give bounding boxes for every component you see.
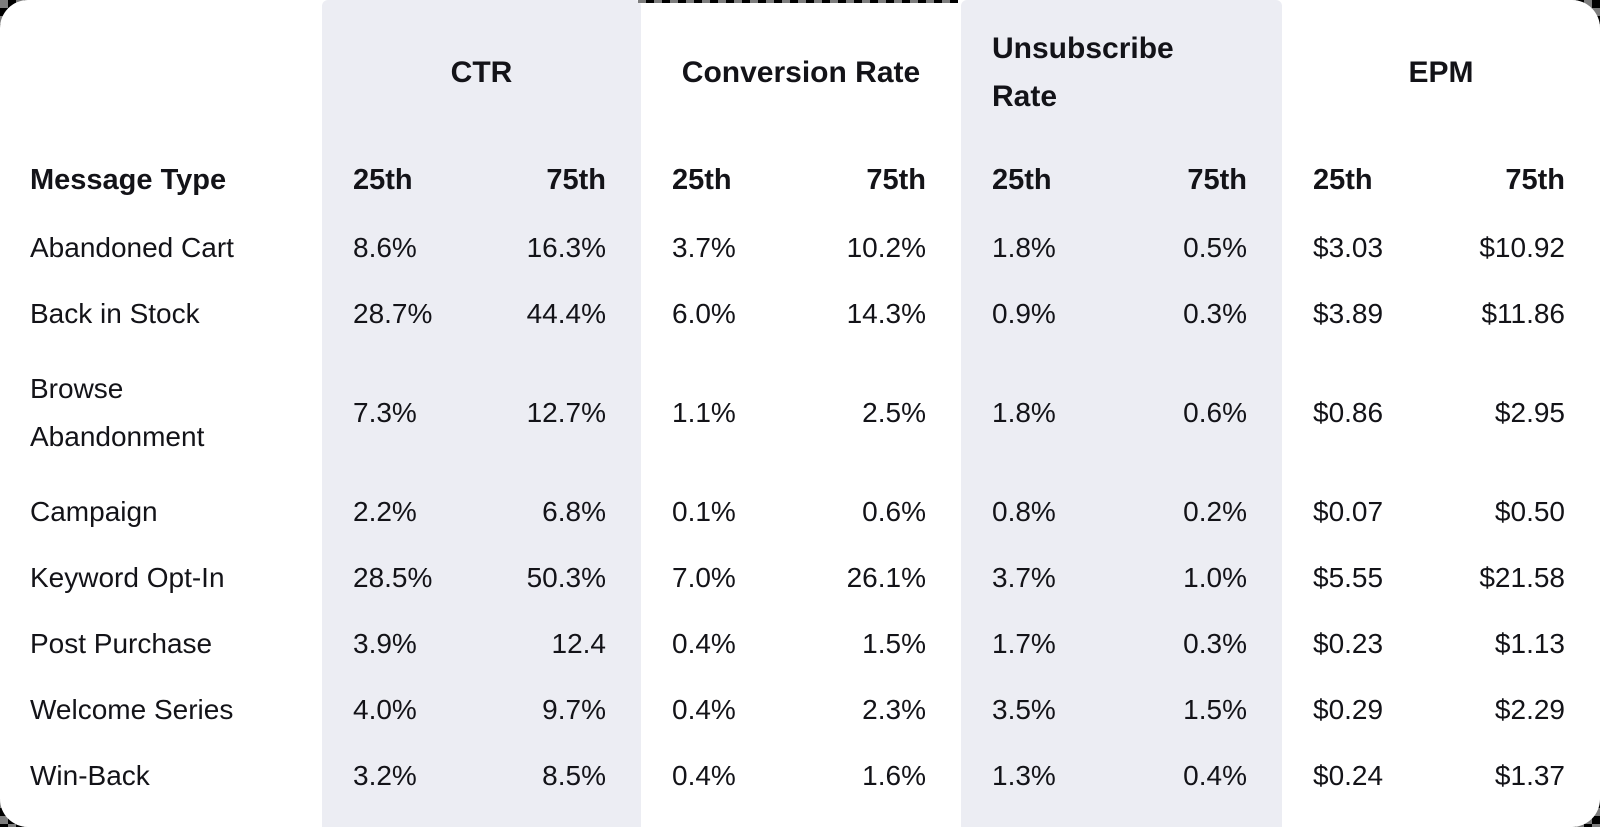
unsubscribe-25th-value: 1.8%	[992, 397, 1056, 428]
row-label: Win-Back	[30, 760, 150, 791]
conversion-75th-value: 1.6%	[862, 760, 926, 791]
col-header-epm-25th: 25th	[1313, 164, 1373, 196]
column-group-header-conversion-rate: Conversion Rate	[681, 55, 921, 89]
ctr-25th-value: 28.5%	[353, 562, 433, 593]
unsubscribe-25th-value: 1.3%	[992, 760, 1056, 791]
ctr-25th-value: 8.6%	[353, 232, 417, 263]
unsubscribe-25th-value: 3.7%	[992, 562, 1056, 593]
epm-25th-value: $0.23	[1313, 628, 1384, 659]
conversion-75th-value: 0.6%	[862, 496, 926, 527]
unsubscribe-75th-value: 0.2%	[1183, 496, 1247, 527]
col-header-unsubscribe-25th: 25th	[992, 164, 1052, 196]
column-group-header-unsubscribe-rate: Unsubscribe Rate	[992, 31, 1174, 113]
conversion-25th-value: 0.4%	[672, 694, 736, 725]
epm-75th-value: $1.13	[1494, 628, 1565, 659]
epm-75th-value: $11.86	[1481, 298, 1565, 329]
epm-25th-value: $0.24	[1313, 760, 1384, 791]
col-header-unsubscribe-75th: 75th	[1187, 164, 1247, 196]
col-header-conversion-25th: 25th	[672, 164, 732, 196]
ctr-75th-value: 50.3%	[526, 562, 606, 593]
conversion-25th-value: 1.1%	[672, 397, 736, 428]
epm-75th-value: $2.29	[1494, 694, 1565, 725]
conversion-25th-value: 0.4%	[672, 628, 736, 659]
conversion-25th-value: 3.7%	[672, 232, 736, 263]
row-label: Abandoned Cart	[30, 232, 234, 263]
row-label: Browse Abandonment	[30, 373, 205, 452]
epm-75th-value: $21.58	[1479, 562, 1565, 593]
unsubscribe-75th-value: 0.3%	[1183, 628, 1247, 659]
col-header-conversion-75th: 75th	[866, 164, 926, 196]
ctr-25th-value: 2.2%	[353, 496, 417, 527]
unsubscribe-75th-value: 0.3%	[1183, 298, 1247, 329]
col-header-ctr-75th: 75th	[546, 164, 606, 196]
unsubscribe-25th-value: 1.8%	[992, 232, 1056, 263]
ctr-75th-value: 12.7%	[526, 397, 606, 428]
epm-75th-value: $0.50	[1494, 496, 1565, 527]
conversion-75th-value: 2.5%	[862, 397, 926, 428]
ctr-75th-value: 16.3%	[526, 232, 606, 263]
unsubscribe-25th-value: 3.5%	[992, 694, 1056, 725]
conversion-75th-value: 10.2%	[846, 232, 926, 263]
row-label: Post Purchase	[30, 628, 213, 659]
ctr-75th-value: 12.4	[551, 628, 607, 659]
epm-75th-value: $1.37	[1494, 760, 1565, 791]
epm-25th-value: $0.86	[1313, 397, 1384, 428]
unsubscribe-75th-value: 1.5%	[1183, 694, 1247, 725]
unsubscribe-75th-value: 0.4%	[1183, 760, 1247, 791]
ctr-25th-value: 3.9%	[353, 628, 417, 659]
ctr-column-band	[322, 0, 641, 827]
conversion-75th-value: 26.1%	[846, 562, 926, 593]
ctr-75th-value: 8.5%	[542, 760, 606, 791]
transparency-gap-strip	[638, 0, 958, 3]
conversion-75th-value: 14.3%	[846, 298, 926, 329]
col-header-epm-75th: 75th	[1505, 164, 1565, 196]
column-group-header-epm: EPM	[1408, 55, 1474, 89]
ctr-75th-value: 6.8%	[542, 496, 606, 527]
col-header-ctr-25th: 25th	[353, 164, 413, 196]
row-label: Keyword Opt-In	[30, 562, 225, 593]
conversion-75th-value: 2.3%	[862, 694, 926, 725]
unsubscribe-25th-value: 1.7%	[992, 628, 1056, 659]
epm-25th-value: $0.07	[1313, 496, 1384, 527]
conversion-25th-value: 0.1%	[672, 496, 736, 527]
row-label: Back in Stock	[30, 298, 200, 329]
unsubscribe-column-band	[961, 0, 1282, 827]
ctr-75th-value: 44.4%	[526, 298, 606, 329]
col-header-message-type: Message Type	[30, 164, 227, 196]
epm-25th-value: $3.03	[1313, 232, 1384, 263]
unsubscribe-75th-value: 1.0%	[1183, 562, 1247, 593]
unsubscribe-75th-value: 0.5%	[1183, 232, 1247, 263]
group-header-spacer	[0, 0, 322, 145]
ctr-75th-value: 9.7%	[542, 694, 606, 725]
epm-75th-value: $2.95	[1494, 397, 1565, 428]
ctr-25th-value: 3.2%	[353, 760, 417, 791]
row-label: Welcome Series	[30, 694, 234, 725]
ctr-25th-value: 4.0%	[353, 694, 417, 725]
column-group-header-ctr: CTR	[450, 55, 513, 89]
conversion-25th-value: 6.0%	[672, 298, 736, 329]
conversion-75th-value: 1.5%	[862, 628, 926, 659]
conversion-25th-value: 0.4%	[672, 760, 736, 791]
row-label: Campaign	[30, 496, 158, 527]
epm-75th-value: $10.92	[1479, 232, 1565, 263]
unsubscribe-25th-value: 0.9%	[992, 298, 1056, 329]
epm-25th-value: $5.55	[1313, 562, 1384, 593]
epm-25th-value: $3.89	[1313, 298, 1384, 329]
ctr-25th-value: 7.3%	[353, 397, 417, 428]
unsubscribe-25th-value: 0.8%	[992, 496, 1056, 527]
ctr-25th-value: 28.7%	[353, 298, 433, 329]
epm-25th-value: $0.29	[1313, 694, 1384, 725]
unsubscribe-75th-value: 0.6%	[1183, 397, 1247, 428]
conversion-25th-value: 7.0%	[672, 562, 736, 593]
